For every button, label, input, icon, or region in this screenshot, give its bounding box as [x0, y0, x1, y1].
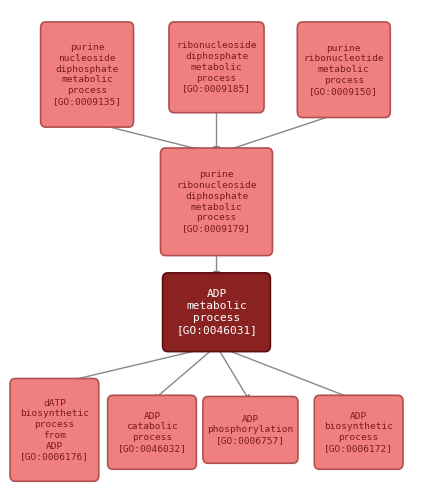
- Text: purine
ribonucleoside
diphosphate
metabolic
process
[GO:0009179]: purine ribonucleoside diphosphate metabo…: [176, 171, 257, 233]
- Text: purine
ribonucleotide
metabolic
process
[GO:0009150]: purine ribonucleotide metabolic process …: [304, 44, 384, 96]
- FancyBboxPatch shape: [297, 22, 390, 118]
- FancyBboxPatch shape: [163, 273, 270, 352]
- FancyBboxPatch shape: [169, 22, 264, 113]
- Text: dATP
biosynthetic
process
from
ADP
[GO:0006176]: dATP biosynthetic process from ADP [GO:0…: [20, 398, 89, 461]
- Text: ADP
metabolic
process
[GO:0046031]: ADP metabolic process [GO:0046031]: [176, 289, 257, 335]
- FancyBboxPatch shape: [203, 396, 298, 463]
- FancyBboxPatch shape: [161, 148, 272, 256]
- FancyBboxPatch shape: [108, 395, 196, 469]
- Text: purine
nucleoside
diphosphate
metabolic
process
[GO:0009135]: purine nucleoside diphosphate metabolic …: [52, 43, 122, 106]
- Text: ADP
catabolic
process
[GO:0046032]: ADP catabolic process [GO:0046032]: [117, 412, 187, 453]
- FancyBboxPatch shape: [314, 395, 403, 469]
- Text: ADP
phosphorylation
[GO:0006757]: ADP phosphorylation [GO:0006757]: [207, 415, 294, 445]
- FancyBboxPatch shape: [10, 378, 99, 481]
- FancyBboxPatch shape: [41, 22, 133, 127]
- Text: ADP
biosynthetic
process
[GO:0006172]: ADP biosynthetic process [GO:0006172]: [324, 412, 393, 453]
- Text: ribonucleoside
diphosphate
metabolic
process
[GO:0009185]: ribonucleoside diphosphate metabolic pro…: [176, 41, 257, 93]
